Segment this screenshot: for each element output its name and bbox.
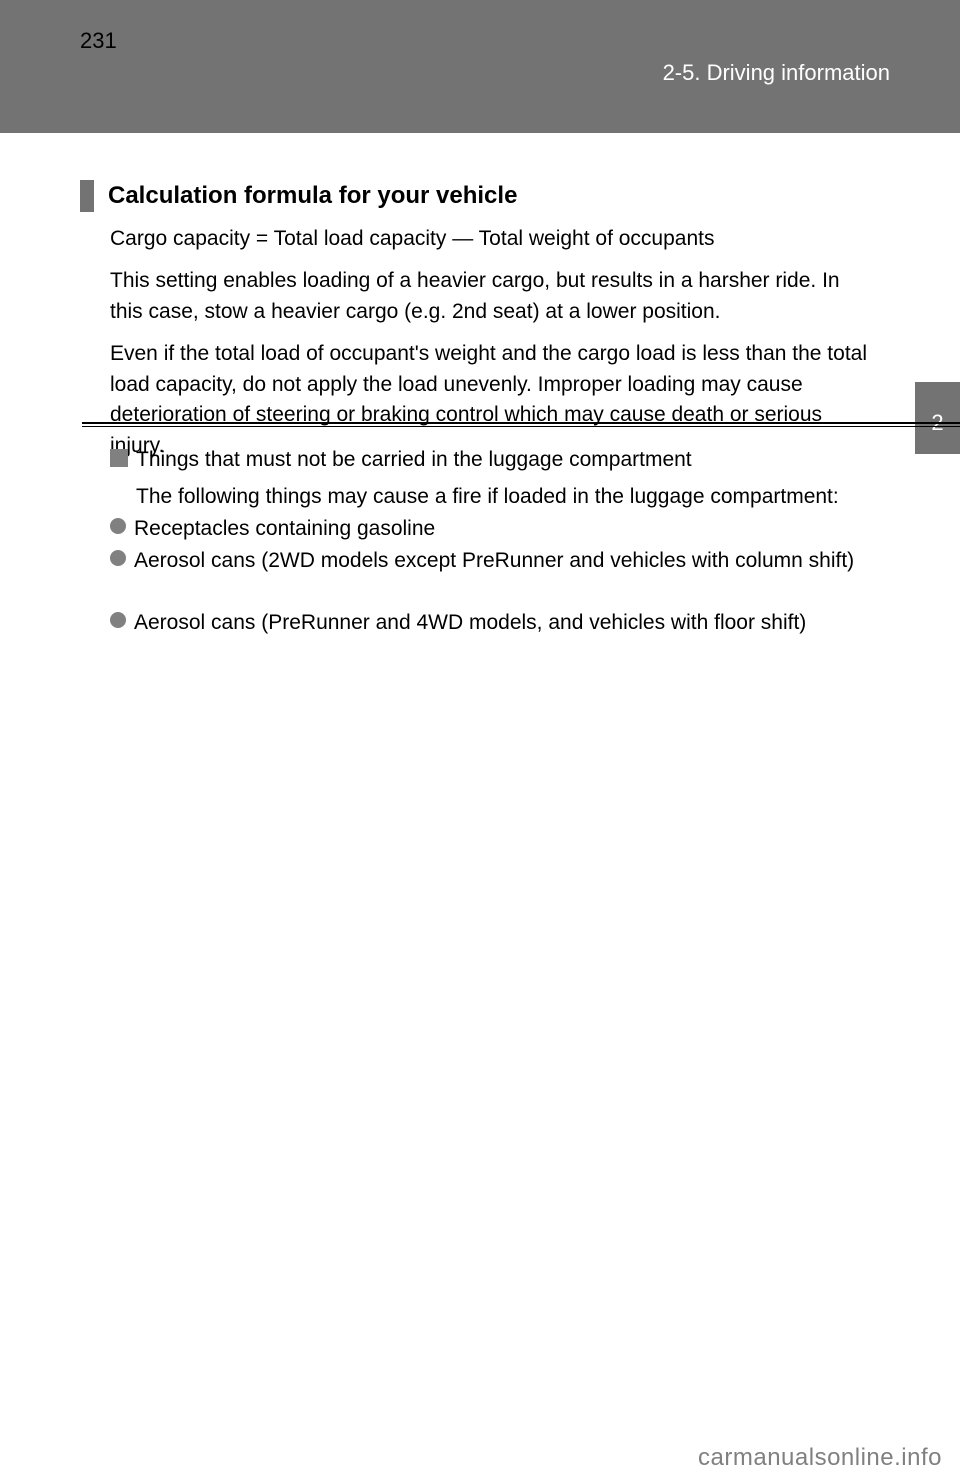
watermark: carmanualsonline.info [698, 1444, 942, 1472]
paragraph-1: Cargo capacity = Total load capacity — T… [110, 224, 870, 254]
body-text: Cargo capacity = Total load capacity — T… [110, 224, 870, 473]
heading-bar-icon [80, 180, 94, 212]
section-label: 2-5. Driving information [663, 60, 890, 86]
divider-line [82, 422, 960, 427]
side-tab: 2 [915, 382, 960, 454]
sub-intro: The following things may cause a fire if… [136, 482, 896, 512]
bullet-dot-icon [110, 518, 126, 534]
bullet-1: Receptacles containing gasoline [134, 514, 894, 544]
paragraph-2: This setting enables loading of a heavie… [110, 266, 870, 327]
heading-title: Calculation formula for your vehicle [108, 182, 517, 210]
bullet-dot-icon [110, 550, 126, 566]
square-bullet-icon [110, 449, 128, 467]
paragraph-3: Even if the total load of occupant's wei… [110, 339, 870, 461]
bullet-2: Aerosol cans (2WD models except PreRunne… [134, 546, 894, 576]
sub-heading: Things that must not be carried in the l… [136, 448, 692, 472]
bullet-dot-icon [110, 612, 126, 628]
page: 231 2-5. Driving information 2 Calculati… [0, 0, 960, 1484]
bullet-3: Aerosol cans (PreRunner and 4WD models, … [134, 608, 894, 638]
page-number: 231 [80, 28, 117, 54]
